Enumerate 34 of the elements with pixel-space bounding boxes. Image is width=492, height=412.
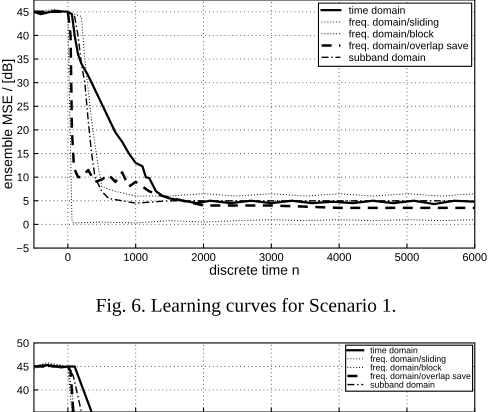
y-tick-label: 45 [16, 362, 29, 371]
y-tick-label: 10 [18, 173, 29, 182]
x-tick-label: 6000 [462, 253, 487, 262]
legend-label: freq. domain/sliding [348, 18, 438, 28]
x-tick-label: 3000 [259, 253, 284, 262]
legend-label: freq. domain/sliding [370, 356, 446, 364]
y-tick-label: 15 [18, 150, 29, 158]
legend-label: freq. domain/overlap save [348, 42, 468, 52]
x-axis-title: discrete time n [210, 264, 299, 275]
y-tick-label: 45 [16, 8, 29, 16]
legend-label: freq. domain/block [370, 364, 442, 372]
y-tick-label: 50 [17, 339, 29, 348]
x-tick-label: 4000 [327, 253, 352, 262]
legend-label: freq. domain/block [348, 30, 434, 40]
y-axis-title: ensemble MSE / [dB] [2, 60, 16, 189]
legend-label: subband domain [370, 381, 434, 388]
y-tick-label: 40 [16, 32, 29, 40]
legend-label: freq. domain/overlap save [370, 372, 470, 381]
y-tick-label: 5 [23, 197, 29, 205]
x-tick-label: 0 [65, 253, 71, 262]
x-tick-label: 2000 [192, 253, 216, 262]
y-tick-label: −5 [16, 244, 29, 252]
y-tick-label: 0 [23, 220, 29, 229]
y-tick-label: 40 [16, 386, 29, 394]
legend-label: time domain [370, 346, 418, 354]
x-tick-label: 5000 [395, 253, 419, 262]
legend-label: time domain [348, 6, 405, 14]
y-tick-label: 25 [17, 102, 29, 110]
y-tick-label: 35 [17, 55, 29, 64]
y-tick-label: 30 [17, 78, 29, 87]
y-tick-label: 20 [17, 126, 29, 134]
legend-label: subband domain [348, 53, 426, 62]
x-tick-label: 1000 [124, 253, 148, 262]
caption: Fig. 6. Learning curves for Scenario 1. [96, 298, 396, 316]
